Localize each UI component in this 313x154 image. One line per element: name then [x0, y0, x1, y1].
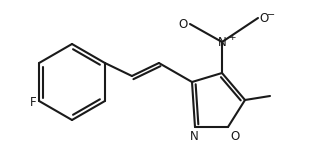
Text: O: O [179, 18, 188, 30]
Text: F: F [29, 95, 36, 109]
Text: +: + [228, 34, 235, 43]
Text: O: O [259, 12, 268, 24]
Text: O: O [230, 130, 239, 143]
Text: N: N [190, 130, 198, 143]
Text: N: N [218, 36, 226, 49]
Text: −: − [267, 10, 275, 20]
